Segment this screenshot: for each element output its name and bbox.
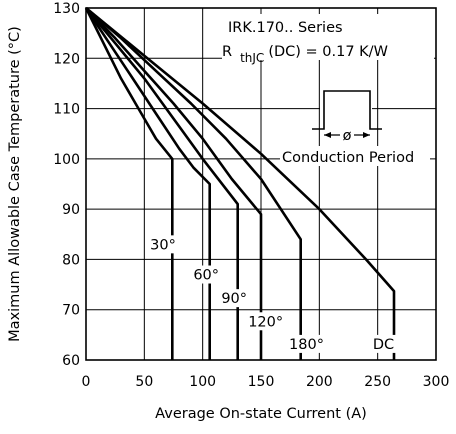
period-symbol-bg bbox=[340, 127, 354, 141]
y-tick-label: 110 bbox=[53, 102, 80, 118]
series-label-bg bbox=[217, 289, 251, 308]
y-tick-label: 80 bbox=[62, 252, 80, 268]
series-label-4: 120° bbox=[244, 312, 287, 331]
series-label-2: 60° bbox=[189, 265, 223, 284]
y-tick-label: 100 bbox=[53, 152, 80, 168]
series-label-bg bbox=[285, 334, 328, 353]
series-label-text: DC bbox=[373, 337, 394, 353]
x-tick-label: 0 bbox=[82, 374, 91, 390]
annotation-background bbox=[222, 14, 434, 60]
series-line-4 bbox=[85, 7, 263, 360]
series-label-bg bbox=[244, 312, 287, 331]
y-tick-label: 90 bbox=[62, 202, 80, 218]
period-symbol: ø bbox=[343, 128, 352, 144]
rth-sub: thJC bbox=[240, 51, 264, 65]
series-label-6: DC bbox=[371, 334, 396, 353]
pulse-waveform bbox=[312, 90, 382, 130]
series-label-text: 30° bbox=[150, 237, 176, 253]
series-label-text: 180° bbox=[289, 337, 324, 353]
rth-rest: (DC) = 0.17 K/W bbox=[268, 44, 388, 60]
x-tick-label: 300 bbox=[423, 374, 450, 390]
y-tick-label: 60 bbox=[62, 353, 80, 369]
series-line-6 bbox=[85, 6, 396, 360]
x-tick-label: 100 bbox=[189, 374, 216, 390]
series-line-1 bbox=[84, 7, 174, 360]
x-tick-label: 200 bbox=[306, 374, 333, 390]
series-label-3: 90° bbox=[217, 289, 251, 308]
conduction-period-symbol: ø Conduction Period bbox=[280, 90, 430, 166]
x-tick-label: 50 bbox=[135, 374, 153, 390]
pulse-background bbox=[320, 90, 372, 132]
y-axis-label: Maximum Allowable Case Temperature (°C) bbox=[7, 26, 23, 342]
plot-frame bbox=[85, 7, 437, 361]
series-labels: 30° 60°90°120° 180° DC bbox=[146, 235, 396, 353]
series-label-bg bbox=[146, 235, 180, 254]
series-label-bg bbox=[189, 265, 223, 284]
period-label-bg bbox=[280, 146, 430, 166]
y-tick-label: 130 bbox=[53, 1, 80, 17]
y-tick-labels: 60 70 80 90 100 110 120 130 bbox=[53, 1, 80, 369]
series-label-bg bbox=[371, 334, 396, 353]
y-tick-label: 120 bbox=[53, 51, 80, 67]
series-title: IRK.170.. Series bbox=[228, 20, 343, 36]
curves bbox=[84, 6, 396, 360]
series-label-text: 120° bbox=[248, 314, 283, 330]
x-axis-label: Average On-state Current (A) bbox=[155, 406, 367, 422]
series-line-2 bbox=[84, 7, 211, 360]
series-line-5 bbox=[85, 7, 302, 360]
series-label-1: 30° bbox=[146, 235, 180, 254]
period-arrow-right bbox=[363, 132, 370, 138]
x-tick-labels: 0 50 100 150 200 250 300 bbox=[82, 374, 450, 390]
series-label-text: 90° bbox=[221, 291, 247, 307]
period-label: Conduction Period bbox=[282, 150, 414, 166]
rth-main: R bbox=[222, 44, 232, 60]
y-tick-label: 70 bbox=[62, 303, 80, 319]
x-tick-label: 150 bbox=[248, 374, 275, 390]
series-line-3 bbox=[84, 7, 239, 360]
x-tick-label: 250 bbox=[364, 374, 391, 390]
series-label-5: 180° bbox=[285, 334, 328, 353]
series-label-text: 60° bbox=[193, 268, 219, 284]
period-arrow-left bbox=[324, 132, 331, 138]
